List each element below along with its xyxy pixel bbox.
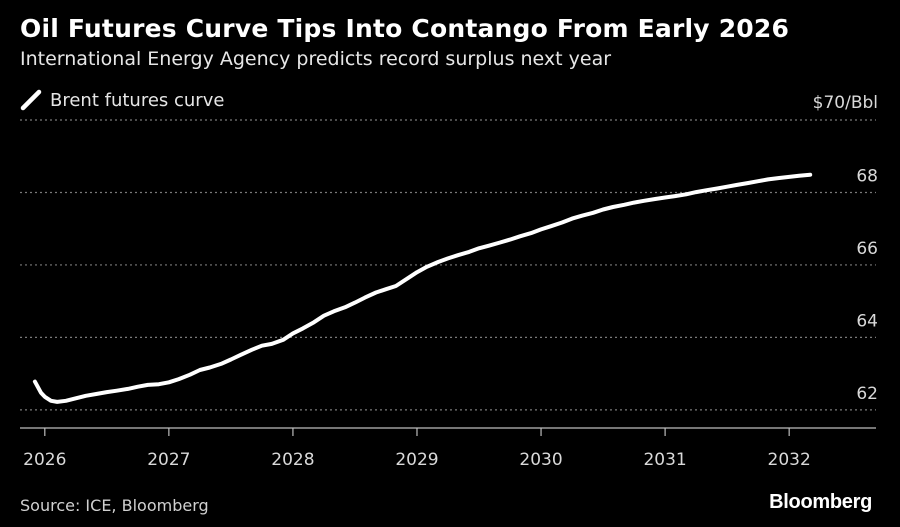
x-tick-label: 2026: [23, 450, 66, 470]
x-axis: 2026 2027 2028 2029 2030 2031 2032: [20, 427, 876, 470]
source-note: Source: ICE, Bloomberg: [20, 496, 209, 515]
series-layer: [32, 172, 813, 404]
legend-label: Brent futures curve: [50, 89, 225, 111]
x-tick-label: 2028: [271, 450, 314, 470]
chart-legend: Brent futures curve: [20, 89, 224, 111]
legend-line-swatch-icon: [20, 89, 42, 111]
y-tick-label: 62: [856, 384, 878, 404]
chart-title: Oil Futures Curve Tips Into Contango Fro…: [20, 14, 790, 43]
y-tick-label: 66: [856, 239, 878, 259]
x-tick-label: 2032: [768, 450, 811, 470]
y-unit-label: $70/Bbl: [813, 93, 878, 113]
y-axis: $70/Bbl 62 64 66 68: [813, 93, 878, 404]
x-tick-label: 2031: [643, 450, 686, 470]
y-tick-label: 64: [856, 311, 878, 331]
bloomberg-logo: Bloomberg: [769, 491, 872, 513]
x-tick-label: 2029: [395, 450, 438, 470]
gridlines: [20, 119, 876, 411]
chart-subtitle: International Energy Agency predicts rec…: [20, 48, 612, 70]
x-tick-label: 2027: [147, 450, 190, 470]
y-tick-label: 68: [856, 166, 878, 186]
x-tick-label: 2030: [519, 450, 562, 470]
series-line-brent: [32, 172, 813, 404]
